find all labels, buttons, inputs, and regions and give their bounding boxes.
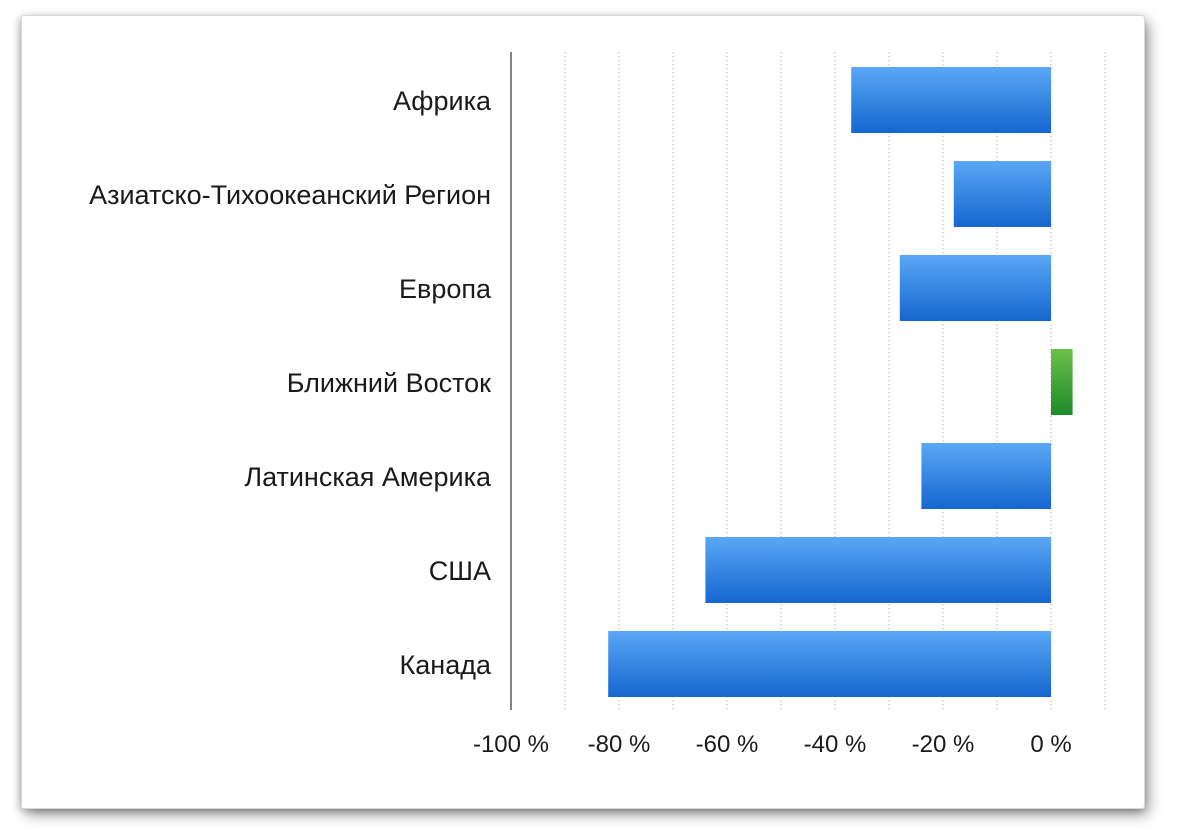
bars [608, 67, 1073, 697]
category-label: Латинская Америка [244, 462, 492, 492]
x-tick-label: -100 % [473, 731, 549, 758]
bar-3 [1051, 349, 1073, 415]
x-tick-label: -80 % [588, 731, 651, 758]
category-label: Канада [400, 650, 492, 680]
bar-4 [921, 443, 1051, 509]
bar-1 [953, 161, 1051, 227]
bar-chart: Африка Азиатско-Тихоокеанский Регион Европ… [89, 52, 1106, 758]
bar-2 [899, 255, 1051, 321]
grid-lines [510, 52, 1106, 710]
category-label: Европа [399, 274, 492, 304]
category-label: Ближний Восток [287, 368, 491, 398]
x-axis-ticks: -100 % -80 % -60 % -40 % -20 % 0 % [473, 731, 1072, 758]
x-tick-label: 0 % [1030, 731, 1071, 758]
category-label: Африка [393, 86, 492, 116]
x-tick-label: -20 % [912, 731, 975, 758]
bar-6 [608, 631, 1051, 697]
category-labels: Африка Азиатско-Тихоокеанский Регион Европ… [89, 86, 492, 680]
chart-card: Африка Азиатско-Тихоокеанский Регион Европ… [22, 16, 1144, 808]
category-label: США [429, 556, 491, 586]
x-tick-label: -40 % [804, 731, 867, 758]
x-tick-label: -60 % [696, 731, 759, 758]
bar-0 [851, 67, 1051, 133]
category-label: Азиатско-Тихоокеанский Регион [89, 180, 491, 210]
bar-5 [705, 537, 1051, 603]
